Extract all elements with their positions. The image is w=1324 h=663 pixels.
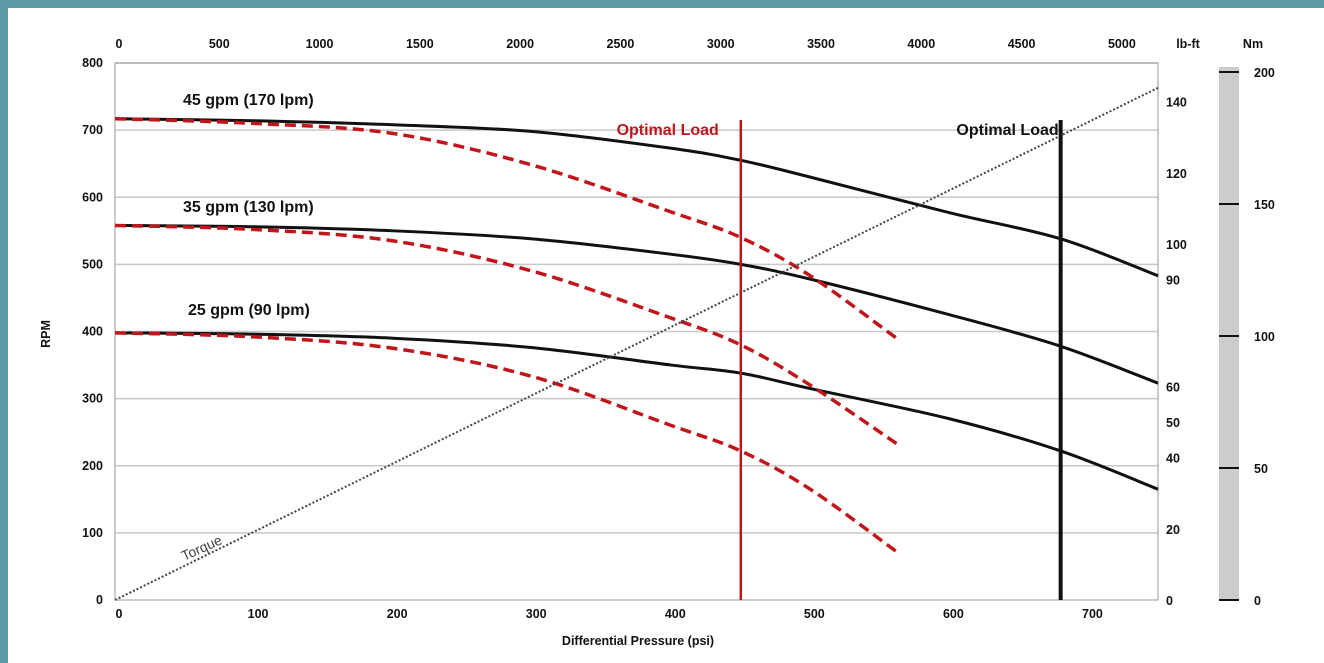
series-line-torque (114, 86, 1159, 601)
series-line-red-dashed-5 (114, 331, 898, 554)
series-line-25-gpm-90-lpm (114, 331, 1159, 491)
x-axis-ticks: 0 100 200 300 400 500 600 700 (116, 607, 1103, 621)
y-tick-700: 700 (82, 123, 103, 137)
top-axis-ticks: 0 500 1000 1500 2000 2500 3000 3500 4000 4500 5000 (116, 37, 1136, 51)
series-group (114, 86, 1159, 601)
top-tick-3500: 3500 (807, 37, 835, 51)
optimal-load-label-2: Optimal Load (956, 122, 1058, 139)
series-line-red-dashed-4 (114, 223, 898, 446)
top-tick-2500: 2500 (607, 37, 635, 51)
y-tick-400: 400 (82, 325, 103, 339)
top-tick-2000: 2000 (506, 37, 534, 51)
nm-tick-50: 50 (1254, 462, 1268, 476)
series-label-45gpm: 45 gpm (170 lpm) (183, 92, 314, 109)
nm-axis-bar (1219, 67, 1239, 600)
nm-axis-title: Nm (1243, 37, 1263, 51)
top-tick-500: 500 (209, 37, 230, 51)
x-tick-600: 600 (943, 607, 964, 621)
x-tick-300: 300 (526, 607, 547, 621)
plot-area (114, 62, 1159, 601)
lbft-tick-60: 60 (1166, 380, 1180, 394)
y-axis-ticks: 0 100 200 300 400 500 600 700 800 (82, 56, 103, 607)
nm-tick-0: 0 (1254, 594, 1261, 608)
optimal-load-label-1: Optimal Load (617, 122, 719, 139)
right-axis-lbft-ticks: 0 20 40 50 60 90 100 120 140 (1166, 96, 1187, 608)
torque-label: Torque (179, 532, 225, 564)
series-line-red-dashed-3 (114, 116, 898, 340)
y-tick-200: 200 (82, 459, 103, 473)
y-tick-0: 0 (96, 593, 103, 607)
lbft-axis-title: lb-ft (1176, 37, 1200, 51)
lbft-tick-140: 140 (1166, 96, 1187, 110)
y-tick-800: 800 (82, 56, 103, 70)
series-line-45-gpm-170-lpm (114, 117, 1159, 278)
top-tick-1500: 1500 (406, 37, 434, 51)
x-tick-700: 700 (1082, 607, 1103, 621)
lbft-tick-90: 90 (1166, 274, 1180, 288)
y-tick-100: 100 (82, 526, 103, 540)
y-axis-title: RPM (39, 320, 53, 348)
nm-tick-150: 150 (1254, 198, 1275, 212)
y-tick-500: 500 (82, 257, 103, 271)
series-label-35gpm: 35 gpm (130 lpm) (183, 199, 314, 216)
grid-lines (115, 62, 1158, 534)
series-line-35-gpm-130-lpm (114, 223, 1159, 385)
series-label-25gpm: 25 gpm (90 lpm) (188, 302, 310, 319)
lbft-tick-120: 120 (1166, 167, 1187, 181)
annotations-group: Optimal Load Optimal Load (617, 120, 1063, 600)
y-tick-300: 300 (82, 392, 103, 406)
lbft-tick-40: 40 (1166, 452, 1180, 466)
x-axis-title: Differential Pressure (psi) (562, 634, 714, 648)
x-tick-400: 400 (665, 607, 686, 621)
right-axis-nm: 0 50 100 150 200 (1219, 66, 1275, 608)
nm-tick-200: 200 (1254, 66, 1275, 80)
top-tick-3000: 3000 (707, 37, 735, 51)
top-tick-0: 0 (116, 37, 123, 51)
lbft-tick-20: 20 (1166, 523, 1180, 537)
top-tick-1000: 1000 (306, 37, 334, 51)
top-tick-5000: 5000 (1108, 37, 1136, 51)
lbft-tick-0: 0 (1166, 594, 1173, 608)
lbft-tick-100: 100 (1166, 238, 1187, 252)
lbft-tick-50: 50 (1166, 416, 1180, 430)
x-tick-100: 100 (248, 607, 269, 621)
top-tick-4500: 4500 (1008, 37, 1036, 51)
nm-tick-100: 100 (1254, 330, 1275, 344)
chart-frame: 0 100 200 300 400 500 600 700 800 0 100 200 300 400 5… (8, 8, 1324, 663)
y-tick-600: 600 (82, 190, 103, 204)
x-tick-500: 500 (804, 607, 825, 621)
x-tick-0: 0 (116, 607, 123, 621)
top-tick-4000: 4000 (907, 37, 935, 51)
x-tick-200: 200 (387, 607, 408, 621)
